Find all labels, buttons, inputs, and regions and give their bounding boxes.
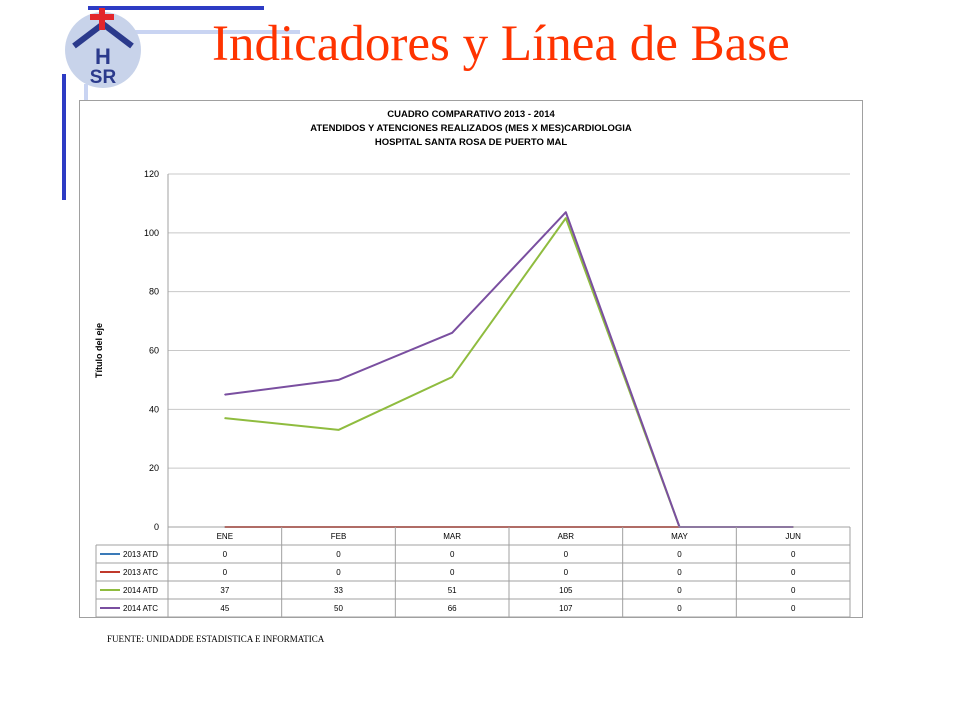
x-category-label: MAR (443, 532, 461, 541)
table-value: 0 (223, 568, 228, 577)
table-value: 0 (450, 550, 455, 559)
data-point (224, 394, 226, 396)
chart-title-line: CUADRO COMPARATIVO 2013 - 2014 (387, 109, 555, 120)
data-point (224, 417, 226, 419)
x-category-label: ABR (558, 532, 575, 541)
data-point (337, 379, 340, 381)
top-deco-line-light (88, 30, 300, 34)
table-value: 0 (791, 586, 796, 595)
x-category-label: FEB (331, 532, 347, 541)
series-line (224, 217, 794, 528)
data-point (451, 376, 453, 378)
table-value: 0 (564, 568, 569, 577)
y-tick-label: 80 (149, 287, 159, 297)
table-value: 37 (220, 586, 229, 595)
table-value: 66 (448, 604, 457, 613)
table-value: 0 (791, 550, 796, 559)
chart-title-line: HOSPITAL SANTA ROSA DE PUERTO MAL (375, 137, 567, 148)
top-deco-line (88, 6, 264, 10)
table-value: 0 (677, 568, 682, 577)
legend-label: 2013 ATD (123, 550, 158, 559)
series-line (224, 211, 794, 528)
hospital-house-logo: H SR (65, 8, 141, 88)
table-value: 51 (448, 586, 457, 595)
y-axis-label: Título del eje (94, 323, 104, 378)
data-point (565, 217, 567, 219)
chart-container: CUADRO COMPARATIVO 2013 - 2014 ATENDIDOS … (79, 100, 863, 618)
logo-circle (65, 12, 141, 88)
table-value: 50 (334, 604, 343, 613)
y-tick-label: 60 (149, 346, 159, 356)
table-value: 0 (336, 550, 341, 559)
table-value: 0 (677, 586, 682, 595)
logo-h-letter: H (95, 44, 111, 69)
line-chart: CUADRO COMPARATIVO 2013 - 2014 ATENDIDOS … (94, 109, 851, 617)
left-deco-line-light (84, 84, 88, 110)
table-value: 0 (564, 550, 569, 559)
table-value: 0 (677, 604, 682, 613)
slide-title: Indicadores y Línea de Base (212, 16, 790, 72)
y-tick-label: 40 (149, 404, 159, 414)
chart-title-line: ATENDIDOS Y ATENCIONES REALIZADOS (MES X… (310, 123, 632, 134)
legend-label: 2014 ATC (123, 604, 158, 613)
y-tick-label: 20 (149, 463, 159, 473)
table-value: 0 (677, 550, 682, 559)
y-tick-label: 0 (154, 522, 159, 532)
logo-cross-horizontal (90, 14, 114, 20)
table-value: 0 (336, 568, 341, 577)
data-point (565, 211, 567, 213)
table-value: 0 (791, 568, 796, 577)
legend-label: 2014 ATD (123, 586, 158, 595)
x-category-label: JUN (785, 532, 801, 541)
x-category-label: MAY (671, 532, 688, 541)
logo-sr-letters: SR (90, 67, 117, 88)
x-category-label: ENE (217, 532, 233, 541)
legend-label: 2013 ATC (123, 568, 158, 577)
table-value: 0 (450, 568, 455, 577)
table-value: 33 (334, 586, 343, 595)
left-deco-line (62, 74, 66, 200)
table-value: 0 (223, 550, 228, 559)
table-value: 107 (559, 604, 573, 613)
data-point (451, 332, 453, 334)
y-tick-label: 100 (144, 228, 159, 238)
table-value: 45 (220, 604, 229, 613)
table-value: 0 (791, 604, 796, 613)
source-note: FUENTE: UNIDADDE ESTADISTICA E INFORMATI… (107, 634, 325, 644)
table-value: 105 (559, 586, 573, 595)
data-point (337, 429, 340, 431)
y-tick-label: 120 (144, 169, 159, 179)
